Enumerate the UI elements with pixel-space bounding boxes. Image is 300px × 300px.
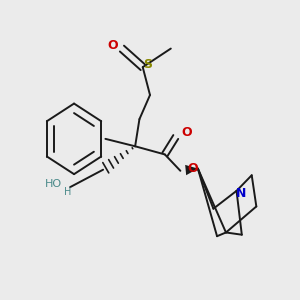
Text: N: N <box>236 187 246 200</box>
Text: H: H <box>64 187 71 197</box>
Text: O: O <box>187 162 198 176</box>
Text: S: S <box>143 58 152 71</box>
Text: O: O <box>182 126 192 139</box>
Polygon shape <box>185 165 198 175</box>
Text: O: O <box>108 39 118 52</box>
Text: HO: HO <box>45 179 62 189</box>
